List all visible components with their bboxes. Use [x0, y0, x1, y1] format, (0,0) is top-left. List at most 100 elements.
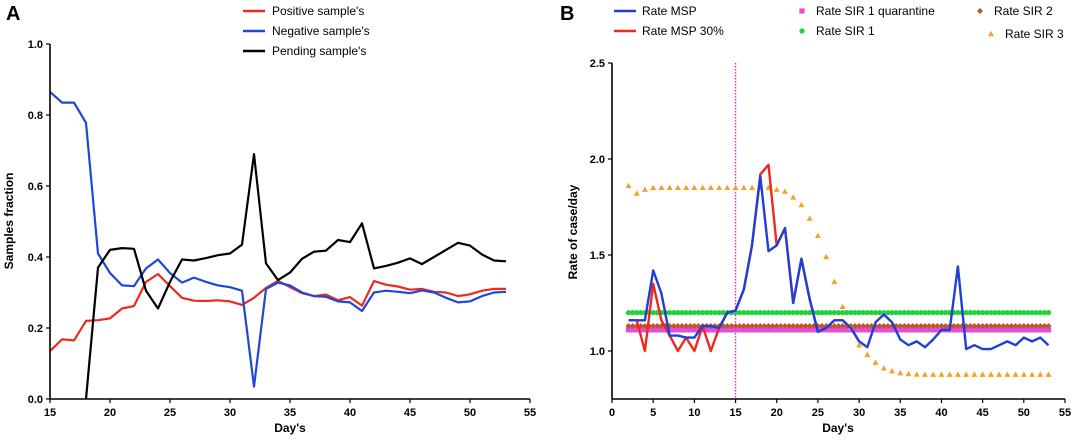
- panel-b-series-2-point: [885, 327, 891, 333]
- panel-a-x-tick-label: 35: [284, 407, 296, 419]
- panel-b-triangle-point: [790, 194, 797, 200]
- panel-a-y-tick-label: 0.2: [28, 323, 43, 335]
- panel-b-triangle-point: [971, 371, 978, 377]
- panel-b-series-4-point: [683, 323, 690, 330]
- panel-b-series-3-point: [753, 310, 759, 316]
- panel-b-series-4-point: [839, 323, 846, 330]
- panel-b-series-2-point: [860, 327, 866, 333]
- panel-a-series-line-1: [49, 91, 507, 388]
- panel-b-triangle-point: [823, 253, 830, 260]
- panel-b-series-4-point: [736, 323, 743, 330]
- panel-b-series-4-point: [901, 323, 908, 330]
- panel-b-triangle-point: [683, 184, 690, 190]
- panel-b-series-3-point: [774, 310, 780, 316]
- panel-b-series-3-point: [782, 310, 788, 316]
- panel-b-triangle-point: [625, 182, 632, 189]
- panel-b-series-4-point: [864, 323, 871, 330]
- panel-b-series-2-point: [1000, 327, 1006, 333]
- panel-b-triangle-point: [856, 342, 863, 348]
- panel-b-series-3-point: [679, 310, 685, 316]
- panel-b-series-2-point: [889, 327, 895, 333]
- panel-b-x-tick-label: 0: [609, 407, 615, 419]
- panel-b-series-3-point: [860, 310, 866, 316]
- panel-b-series-2-point: [753, 327, 759, 333]
- panel-b-series-2-point: [975, 327, 982, 333]
- panel-b-series-2-point: [683, 327, 689, 333]
- panel-b-series-2-point: [835, 327, 842, 333]
- panel-b-series-4-point: [950, 323, 957, 330]
- panel-b-series-3-point: [868, 310, 875, 316]
- panel-b-series-2-point: [910, 327, 916, 333]
- panel-a-series-line-0: [49, 272, 506, 352]
- panel-b-series-2-point: [650, 327, 656, 333]
- panel-b-series-4-point: [757, 323, 764, 330]
- panel-b-series-3-point: [807, 310, 813, 316]
- panel-b-series-4-point: [732, 323, 739, 330]
- panel-b-triangle-point: [1020, 371, 1027, 377]
- panel-b-triangle-point: [864, 351, 871, 358]
- panel-b-series-3-point: [1029, 310, 1035, 316]
- panel-a-x-tick-label: 15: [44, 407, 56, 419]
- panel-b-legend-swatch: [799, 8, 805, 14]
- panel-b-series-3-point: [988, 310, 994, 316]
- panel-b-legend-label: Rate SIR 1 quarantine: [816, 4, 935, 18]
- panel-b-series-4-point: [765, 323, 772, 330]
- panel-b-series-4-point: [798, 323, 805, 330]
- panel-b-series-2-point: [1021, 327, 1027, 333]
- panel-b-legend-label: Rate MSP 30%: [642, 24, 724, 38]
- panel-a-x-tick-label: 20: [104, 407, 116, 419]
- panel-b-series-4-point: [679, 323, 686, 330]
- panel-b-series-3-point: [741, 310, 747, 316]
- panel-b-series-4-point: [794, 323, 801, 330]
- panel-b-series-4-point: [1033, 323, 1040, 330]
- panel-b-series-4-point: [909, 323, 916, 330]
- panel-b-series-4-point: [773, 323, 780, 330]
- panel-b-series-3-point: [992, 310, 998, 316]
- panel-b-series-2-point: [704, 327, 710, 333]
- panel-b-series-4-point: [629, 323, 636, 330]
- panel-b-series-4-point: [856, 323, 863, 330]
- panel-b-series-2-point: [687, 327, 693, 333]
- panel-b-legend-label: Rate MSP: [642, 4, 697, 18]
- panel-b-series-4-point: [691, 323, 698, 330]
- panel-b-series-4-point: [625, 323, 632, 330]
- panel-b-series-3-point: [708, 310, 714, 316]
- panel-b-series-3-point: [720, 310, 726, 316]
- panel-b-series-3-point: [629, 310, 636, 316]
- panel-b-triangle-point: [674, 184, 681, 190]
- panel-b-triangle-point: [773, 186, 780, 192]
- panel-b-series-3-point: [1025, 310, 1031, 316]
- panel-b-series-4-point: [650, 323, 657, 330]
- panel-b-series-2-point: [782, 327, 788, 333]
- panel-b-triangle-point: [996, 371, 1003, 377]
- panel-b-series-3-point: [638, 310, 644, 316]
- panel-b-series-3-point: [757, 310, 763, 316]
- panel-b-series-2-point: [922, 327, 928, 333]
- panel-a-x-tick-label: 55: [524, 407, 536, 419]
- panel-b-series-4-point: [670, 323, 677, 330]
- panel-b-series-4-point: [802, 323, 809, 330]
- panel-b-series-3-point: [980, 310, 986, 316]
- panel-b-series-2-point: [1025, 327, 1031, 333]
- panel-b-series-4-point: [786, 323, 793, 330]
- panel-b-series-3-point: [1045, 310, 1052, 316]
- panel-b-series-3-point: [885, 310, 891, 316]
- panel-b-series-3-point: [691, 310, 697, 316]
- panel-b-series-2-point: [1033, 327, 1039, 333]
- panel-b-triangle-point: [650, 184, 657, 190]
- panel-b-series-2-point: [794, 327, 800, 333]
- panel-label-a: A: [6, 3, 20, 25]
- panel-b-series-3-point: [872, 310, 879, 316]
- panel-b-series-3-point: [971, 310, 978, 316]
- panel-b-triangle-point: [1012, 371, 1019, 377]
- panel-a-y-tick-label: 0.8: [28, 110, 43, 122]
- panel-b-series-4-point: [913, 323, 920, 330]
- panel-b-series-2-point: [827, 327, 833, 333]
- panel-b-x-tick-label: 35: [894, 407, 906, 419]
- panel-b-series-3-point: [918, 310, 924, 316]
- panel-b-series-2-point: [642, 327, 648, 333]
- panel-b-series-2-point: [901, 327, 907, 333]
- panel-b-y-tick-label: 1.0: [590, 346, 605, 358]
- panel-b-triangle-point: [749, 184, 756, 190]
- panel-b-series-4-point: [851, 323, 858, 330]
